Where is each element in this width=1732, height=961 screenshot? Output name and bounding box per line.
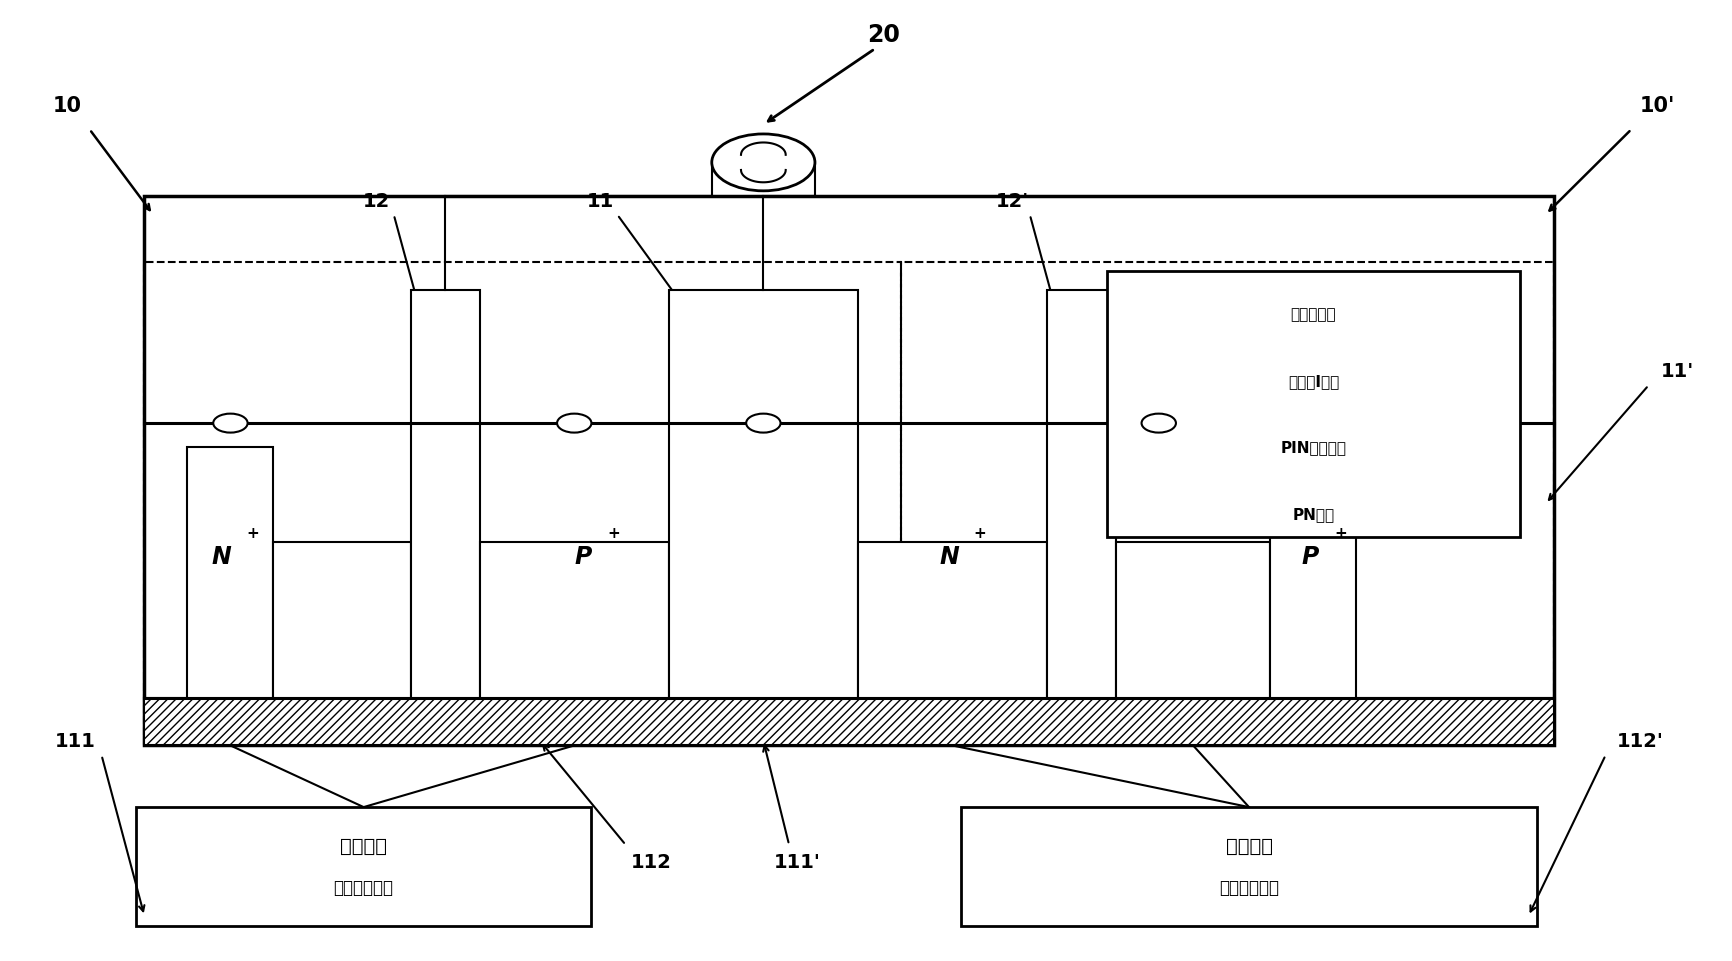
Bar [144,262,901,746]
Bar [144,196,1554,746]
Bar [187,448,274,699]
Bar [1270,448,1356,699]
Text: 12: 12 [362,191,390,210]
Bar [1107,272,1519,537]
Bar [961,807,1536,925]
Circle shape [746,414,779,433]
Text: 反向偏置: 反向偏置 [1225,836,1271,855]
Bar [1115,542,1270,699]
Bar [274,542,410,699]
Text: P: P [1301,544,1318,568]
Text: 掺杂区域可: 掺杂区域可 [1290,308,1335,322]
Text: +: + [973,525,986,540]
Text: 扩展到I区，: 扩展到I区， [1287,374,1339,388]
Circle shape [556,414,591,433]
Text: （正向偏置）: （正向偏置） [1218,878,1278,897]
Text: 112: 112 [630,851,672,871]
Bar [857,542,1046,699]
Bar [410,291,480,699]
Text: 10: 10 [52,96,81,116]
Text: 正向偏置: 正向偏置 [339,836,386,855]
Text: N: N [939,544,958,568]
Text: 11': 11' [1661,362,1694,382]
Bar [901,262,1554,746]
Text: 111: 111 [55,731,95,751]
Bar [669,291,857,699]
Circle shape [712,135,814,191]
Text: +: + [1334,525,1346,540]
Text: 112': 112' [1616,731,1663,751]
Text: P: P [573,544,591,568]
Text: N: N [211,544,232,568]
Circle shape [213,414,248,433]
Bar [135,807,591,925]
Circle shape [1141,414,1176,433]
Text: PIN结构变为: PIN结构变为 [1280,440,1346,455]
Text: 111': 111' [774,851,821,871]
Bar [144,699,1554,746]
Text: 12': 12' [996,191,1029,210]
Text: +: + [606,525,620,540]
Text: +: + [246,525,260,540]
Text: PN结构: PN结构 [1292,506,1334,521]
Text: （反向偏置）: （反向偏置） [334,878,393,897]
Text: 10': 10' [1638,96,1675,116]
Text: 11: 11 [585,191,613,210]
Bar [480,542,669,699]
Bar [1046,291,1115,699]
Text: 20: 20 [866,23,899,47]
